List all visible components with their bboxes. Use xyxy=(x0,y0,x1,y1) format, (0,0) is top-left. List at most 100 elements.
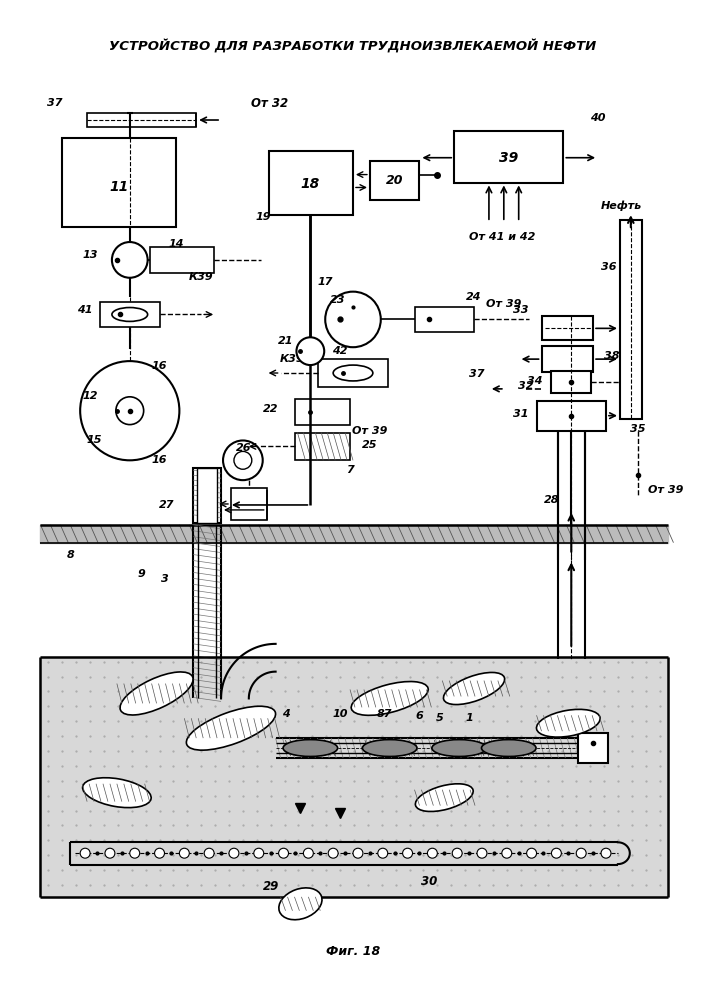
Text: 18: 18 xyxy=(300,177,320,191)
Bar xyxy=(62,138,177,227)
Bar xyxy=(414,307,474,332)
Circle shape xyxy=(180,848,189,858)
Text: 25: 25 xyxy=(362,440,378,450)
Circle shape xyxy=(296,337,325,365)
Text: 4: 4 xyxy=(281,709,289,719)
Ellipse shape xyxy=(481,740,536,756)
Circle shape xyxy=(303,848,313,858)
Circle shape xyxy=(223,440,263,480)
Text: 30: 30 xyxy=(421,875,438,888)
Text: 14: 14 xyxy=(169,239,184,249)
Circle shape xyxy=(551,848,561,858)
Text: 19: 19 xyxy=(256,212,271,222)
Text: 16: 16 xyxy=(152,455,168,465)
Bar xyxy=(193,468,221,523)
Text: 31: 31 xyxy=(513,409,528,419)
Text: 20: 20 xyxy=(386,174,404,187)
Text: От 39: От 39 xyxy=(648,485,683,495)
Text: 37: 37 xyxy=(47,98,62,108)
Bar xyxy=(296,399,350,425)
Bar xyxy=(150,247,214,273)
Text: 17: 17 xyxy=(317,277,333,287)
Text: 10: 10 xyxy=(332,709,348,719)
Text: 8: 8 xyxy=(66,550,74,560)
Ellipse shape xyxy=(283,740,338,756)
Text: От 32: От 32 xyxy=(251,97,288,110)
Circle shape xyxy=(130,848,140,858)
Text: 32: 32 xyxy=(518,381,533,391)
Ellipse shape xyxy=(363,740,417,756)
Circle shape xyxy=(576,848,586,858)
Bar xyxy=(454,131,563,183)
Circle shape xyxy=(353,848,363,858)
Circle shape xyxy=(80,361,180,460)
Circle shape xyxy=(428,848,438,858)
Circle shape xyxy=(601,848,611,858)
Text: 38: 38 xyxy=(604,351,620,361)
Bar xyxy=(578,733,608,763)
Ellipse shape xyxy=(416,784,473,811)
Text: 11: 11 xyxy=(110,180,129,194)
Circle shape xyxy=(155,848,165,858)
Circle shape xyxy=(452,848,462,858)
Text: 22: 22 xyxy=(263,404,279,414)
Circle shape xyxy=(116,397,144,425)
Ellipse shape xyxy=(279,888,322,920)
Circle shape xyxy=(502,848,512,858)
Text: 6: 6 xyxy=(416,711,423,721)
Ellipse shape xyxy=(432,740,486,756)
Text: 1: 1 xyxy=(465,713,473,723)
Ellipse shape xyxy=(120,672,193,715)
Ellipse shape xyxy=(187,706,276,750)
Ellipse shape xyxy=(443,672,505,705)
Bar xyxy=(542,316,593,340)
Text: 39: 39 xyxy=(499,151,518,165)
Circle shape xyxy=(80,848,90,858)
Text: 9: 9 xyxy=(138,569,146,579)
Circle shape xyxy=(527,848,537,858)
Ellipse shape xyxy=(351,682,428,715)
Circle shape xyxy=(279,848,288,858)
Text: 40: 40 xyxy=(590,113,606,123)
Text: 23: 23 xyxy=(330,295,346,305)
Text: От 39: От 39 xyxy=(352,426,387,436)
Ellipse shape xyxy=(83,778,151,808)
Bar xyxy=(542,346,593,372)
Bar xyxy=(87,113,197,127)
Text: 41: 41 xyxy=(77,305,93,315)
Text: Фиг. 18: Фиг. 18 xyxy=(326,945,380,958)
Circle shape xyxy=(254,848,264,858)
Ellipse shape xyxy=(537,709,600,737)
Ellipse shape xyxy=(333,365,373,381)
Circle shape xyxy=(234,451,252,469)
Text: 33: 33 xyxy=(513,305,528,315)
Circle shape xyxy=(112,242,148,278)
Text: 5: 5 xyxy=(436,713,443,723)
Text: 34: 34 xyxy=(527,376,542,386)
Text: 26: 26 xyxy=(236,443,252,453)
Text: От 41 и 42: От 41 и 42 xyxy=(469,232,535,242)
Bar xyxy=(231,488,267,520)
Text: Нефть: Нефть xyxy=(601,200,642,211)
Bar xyxy=(296,433,350,460)
Circle shape xyxy=(325,292,381,347)
Text: 12: 12 xyxy=(82,391,98,401)
Ellipse shape xyxy=(112,308,148,321)
Text: 42: 42 xyxy=(332,346,348,356)
Text: 37: 37 xyxy=(469,369,485,379)
Bar xyxy=(370,161,419,200)
Circle shape xyxy=(402,848,412,858)
Text: 27: 27 xyxy=(159,500,174,510)
Text: От 39: От 39 xyxy=(486,299,522,309)
Text: 3: 3 xyxy=(160,574,168,584)
Text: К39: К39 xyxy=(189,272,214,282)
Bar xyxy=(197,468,217,523)
Bar xyxy=(551,371,591,393)
Bar xyxy=(537,401,606,431)
Text: 87: 87 xyxy=(377,709,392,719)
Bar xyxy=(100,302,160,327)
Text: УСТРОЙСТВО ДЛЯ РАЗРАБОТКИ ТРУДНОИЗВЛЕКАЕМОЙ НЕФТИ: УСТРОЙСТВО ДЛЯ РАЗРАБОТКИ ТРУДНОИЗВЛЕКАЕ… xyxy=(110,39,597,53)
Bar xyxy=(269,151,353,215)
Text: 35: 35 xyxy=(630,424,645,434)
Text: 36: 36 xyxy=(601,262,617,272)
